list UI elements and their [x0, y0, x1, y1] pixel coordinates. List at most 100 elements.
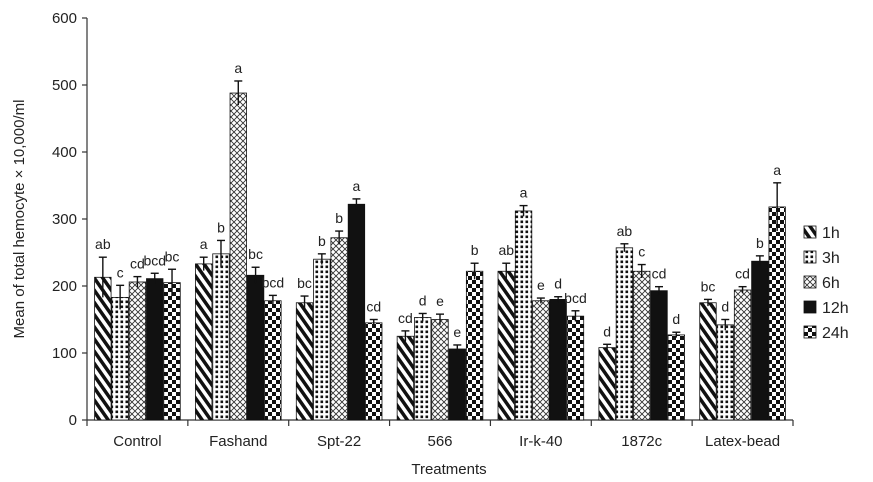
x-tick-label: 1872c	[621, 433, 662, 450]
bar	[465, 270, 484, 421]
legend-label: 1h	[822, 225, 840, 242]
x-ticks: Control Fashand Spt-22 566 Ir-k-40 1872c Latex…	[86, 420, 794, 450]
bar	[212, 253, 230, 421]
significance-letter: cd	[398, 310, 413, 326]
y-tick-label: 200	[52, 278, 77, 295]
bar	[497, 270, 515, 421]
significance-letter: cd	[366, 299, 381, 315]
legend-swatch	[803, 325, 817, 339]
significance-letter: c	[638, 244, 645, 260]
significance-letter: cd	[652, 266, 667, 282]
bar	[615, 247, 634, 421]
y-tick-label: 0	[69, 412, 77, 429]
bar	[448, 348, 466, 421]
bar	[667, 334, 685, 421]
y-tick-label: 300	[52, 211, 77, 228]
bar	[414, 317, 432, 421]
bar	[549, 298, 567, 421]
x-tick-label: 566	[427, 433, 452, 450]
bars	[94, 92, 786, 421]
significance-letter: cd	[130, 256, 145, 272]
x-tick-label: Spt-22	[317, 433, 361, 450]
legend-swatch	[803, 225, 817, 239]
x-tick-label: Fashand	[209, 433, 267, 450]
bar	[313, 258, 331, 421]
significance-letter: d	[672, 311, 680, 327]
legend-swatch	[803, 300, 817, 314]
bar	[229, 92, 247, 421]
significance-letter: bcd	[143, 252, 166, 268]
significance-letter: d	[603, 323, 611, 339]
bar	[195, 263, 213, 421]
legend-label: 24h	[822, 325, 849, 342]
bar	[598, 347, 616, 421]
y-tick-label: 600	[52, 10, 77, 27]
y-ticks: 0 100 200 300 400 500 600	[52, 10, 87, 429]
significance-letter: a	[234, 60, 242, 76]
significance-letter: b	[217, 219, 225, 235]
bar	[699, 302, 717, 421]
bar	[431, 319, 449, 421]
significance-letter: a	[353, 178, 361, 194]
x-axis-title: Treatments	[411, 461, 486, 478]
bar	[751, 260, 769, 421]
bar	[365, 322, 383, 421]
bar	[128, 281, 147, 421]
significance-letter: bc	[248, 246, 263, 262]
significance-letter: b	[335, 210, 343, 226]
bar	[514, 210, 533, 421]
legend-label: 12h	[822, 300, 849, 317]
significance-letter: d	[554, 276, 562, 292]
significance-letter: a	[520, 185, 528, 201]
bar	[347, 203, 366, 421]
bar	[94, 276, 112, 421]
legend-swatch	[803, 275, 817, 289]
significance-letter: bc	[165, 248, 180, 264]
significance-letter: ab	[617, 223, 633, 239]
significance-letter: bc	[297, 275, 312, 291]
significance-letter: a	[773, 162, 781, 178]
bar	[566, 315, 585, 421]
y-axis-title: Mean of total hemocyte × 10,000/ml	[11, 100, 28, 339]
significance-letter: bcd	[262, 274, 285, 290]
significance-letter: e	[453, 324, 461, 340]
significance-letter: c	[117, 264, 124, 280]
x-tick-label: Control	[113, 433, 161, 450]
legend-label: 6h	[822, 275, 840, 292]
error-bars	[98, 80, 782, 353]
significance-letter: bc	[701, 278, 716, 294]
bar	[295, 302, 314, 421]
bar	[633, 270, 651, 421]
significance-letter: b	[756, 235, 764, 251]
significance-letter: cd	[735, 266, 750, 282]
significance-letter: b	[318, 233, 326, 249]
bar	[264, 300, 282, 421]
bar	[330, 237, 348, 421]
significance-letter: bcd	[564, 290, 587, 306]
significance-letter: a	[200, 236, 208, 252]
y-tick-label: 500	[52, 77, 77, 94]
bar	[532, 300, 550, 421]
legend: 1h 3h 6h 12h 24h	[803, 225, 849, 342]
bar	[111, 296, 129, 421]
significance-letter: e	[537, 277, 545, 293]
significance-letter: b	[471, 242, 479, 258]
x-tick-label: Ir-k-40	[519, 433, 562, 450]
bar	[733, 289, 752, 421]
bar	[396, 335, 415, 421]
y-tick-label: 100	[52, 345, 77, 362]
significance-letter: ab	[498, 242, 514, 258]
significance-letter: d	[419, 292, 427, 308]
bar	[146, 278, 164, 421]
bar	[246, 274, 265, 421]
significance-letter: d	[721, 299, 729, 315]
bar	[716, 324, 734, 421]
significance-letter: e	[436, 293, 444, 309]
bar	[768, 206, 786, 421]
significance-letter: ab	[95, 236, 111, 252]
y-tick-label: 400	[52, 144, 77, 161]
x-tick-label: Latex-bead	[705, 433, 780, 450]
bar	[650, 290, 668, 421]
